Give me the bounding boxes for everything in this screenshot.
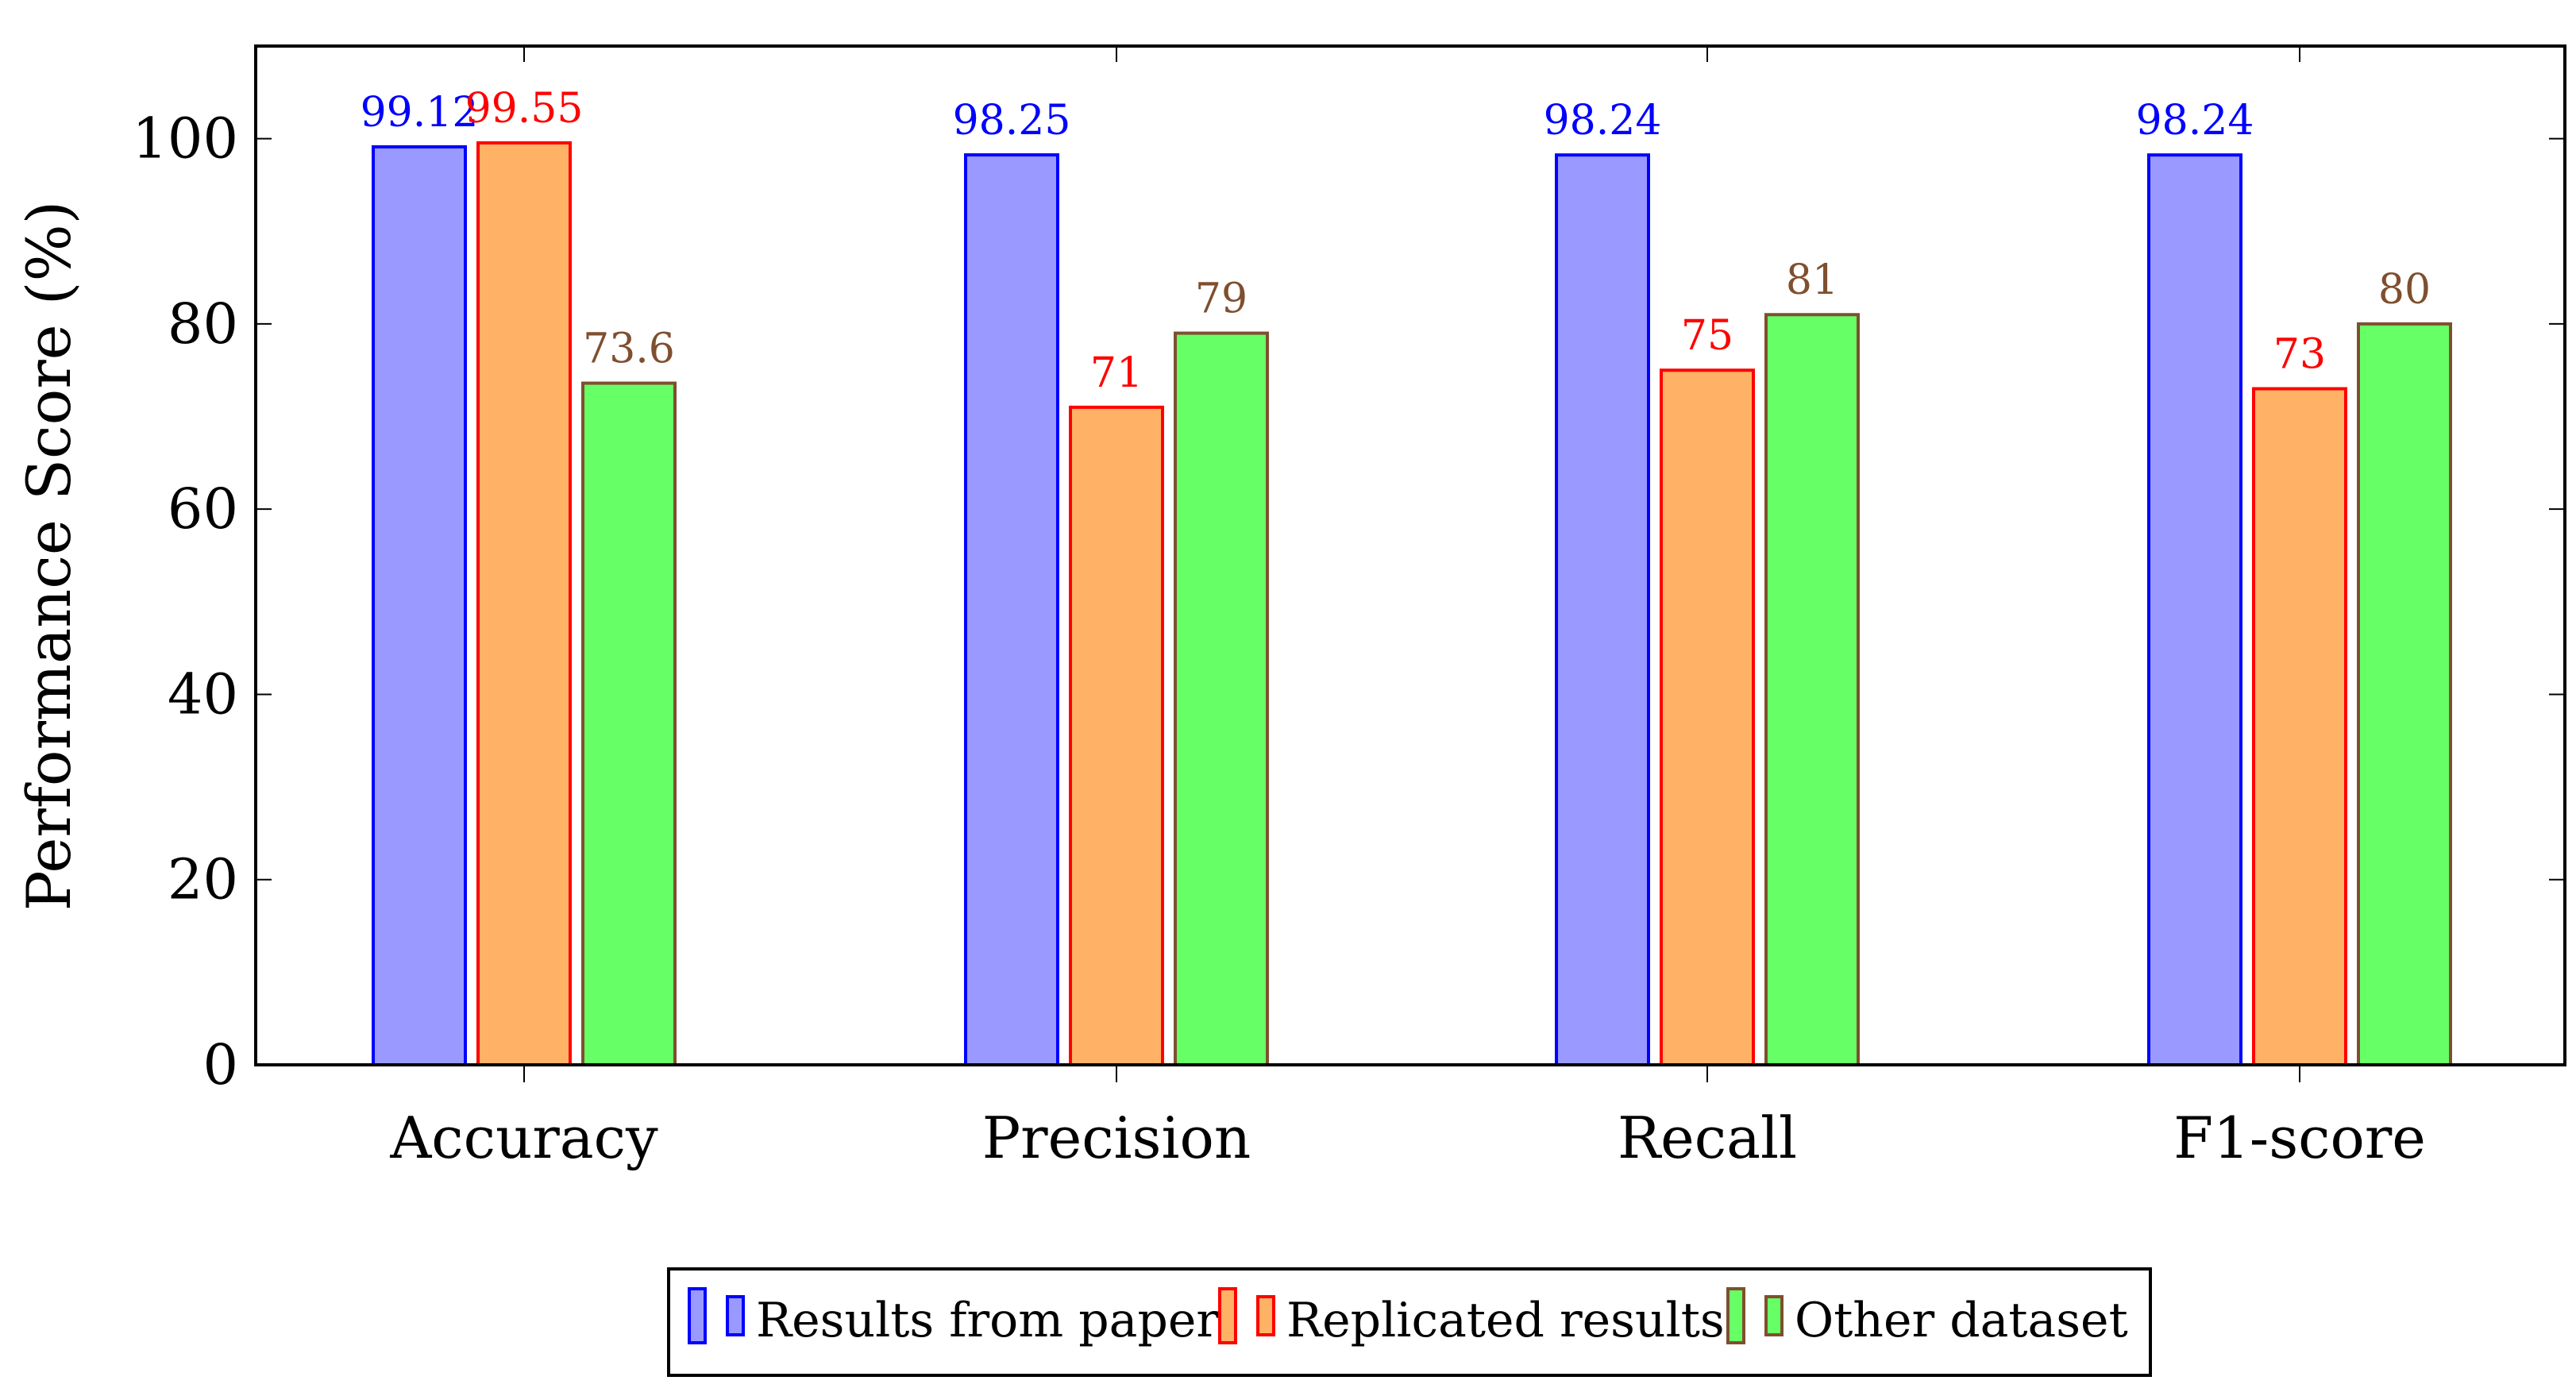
bar-value-label: 79 [1195,276,1248,323]
legend-label: Results from paper [756,1293,1219,1348]
x-tick-label: Recall [1618,1105,1797,1171]
legend-swatch [726,1295,745,1336]
bar-value-label: 99.55 [465,85,584,133]
y-tick-label: 20 [168,847,238,912]
bar-value-label: 99.12 [361,89,479,137]
data-labels: 99.12 98.25 98.24 98.24 99.55 71 75 73 73.6 79 81 8… [361,85,2431,397]
bar-value-label: 71 [1090,349,1143,397]
bar-value-label: 98.24 [1544,97,1662,145]
y-axis-label: Performance Score (%) [13,201,84,912]
bar [1555,153,1650,1067]
x-tick-label: Accuracy [389,1105,658,1171]
bar [1660,368,1755,1066]
x-tick-labels: Accuracy Precision Recall F1-score [389,1105,2426,1171]
y-tick-label: 100 [132,106,238,172]
bar-value-label: 81 [1786,256,1838,304]
legend-swatch [1764,1295,1784,1336]
bar [964,153,1059,1066]
bar-value-label: 73 [2273,331,2326,379]
bar [2147,153,2242,1067]
legend-swatch [1256,1295,1275,1336]
bar [372,145,467,1066]
bar [476,141,572,1066]
legend-swatch [688,1287,707,1344]
bar-value-label: 98.25 [953,97,1071,145]
legend: Results from paper Replicated results Othe… [667,1267,2152,1377]
legend-box [667,1267,2152,1377]
y-tick-label: 80 [168,291,238,357]
bar [2357,322,2452,1066]
y-tick-label: 60 [168,476,238,542]
bar [1069,405,1164,1066]
legend-item: Other dataset [1726,1287,2128,1348]
bar-value-label: 98.24 [2136,97,2254,145]
legend-label: Replicated results [1286,1293,1725,1348]
bar [2252,387,2347,1066]
legend-swatch [1726,1287,1745,1344]
legend-swatch [1218,1287,1237,1344]
bar [1174,331,1269,1066]
bar-value-label: 73.6 [583,326,675,373]
y-tick-label: 0 [202,1032,238,1097]
y-tick-label: 40 [168,661,238,727]
y-tick-labels: 0 20 40 60 80 100 [132,106,238,1097]
bar [581,381,677,1067]
legend-items: Results from paper Replicated results Othe… [688,1287,2128,1348]
bar-value-label: 75 [1681,312,1733,360]
x-tick-label: F1-score [2173,1105,2426,1171]
legend-item: Replicated results [1218,1287,1725,1348]
bar [1764,313,1860,1066]
x-tick-label: Precision [982,1105,1251,1171]
legend-label: Other dataset [1795,1293,2128,1348]
plot-frame [254,44,2566,1066]
bar-value-label: 80 [2378,266,2431,314]
legend-item: Results from paper [688,1287,1219,1348]
